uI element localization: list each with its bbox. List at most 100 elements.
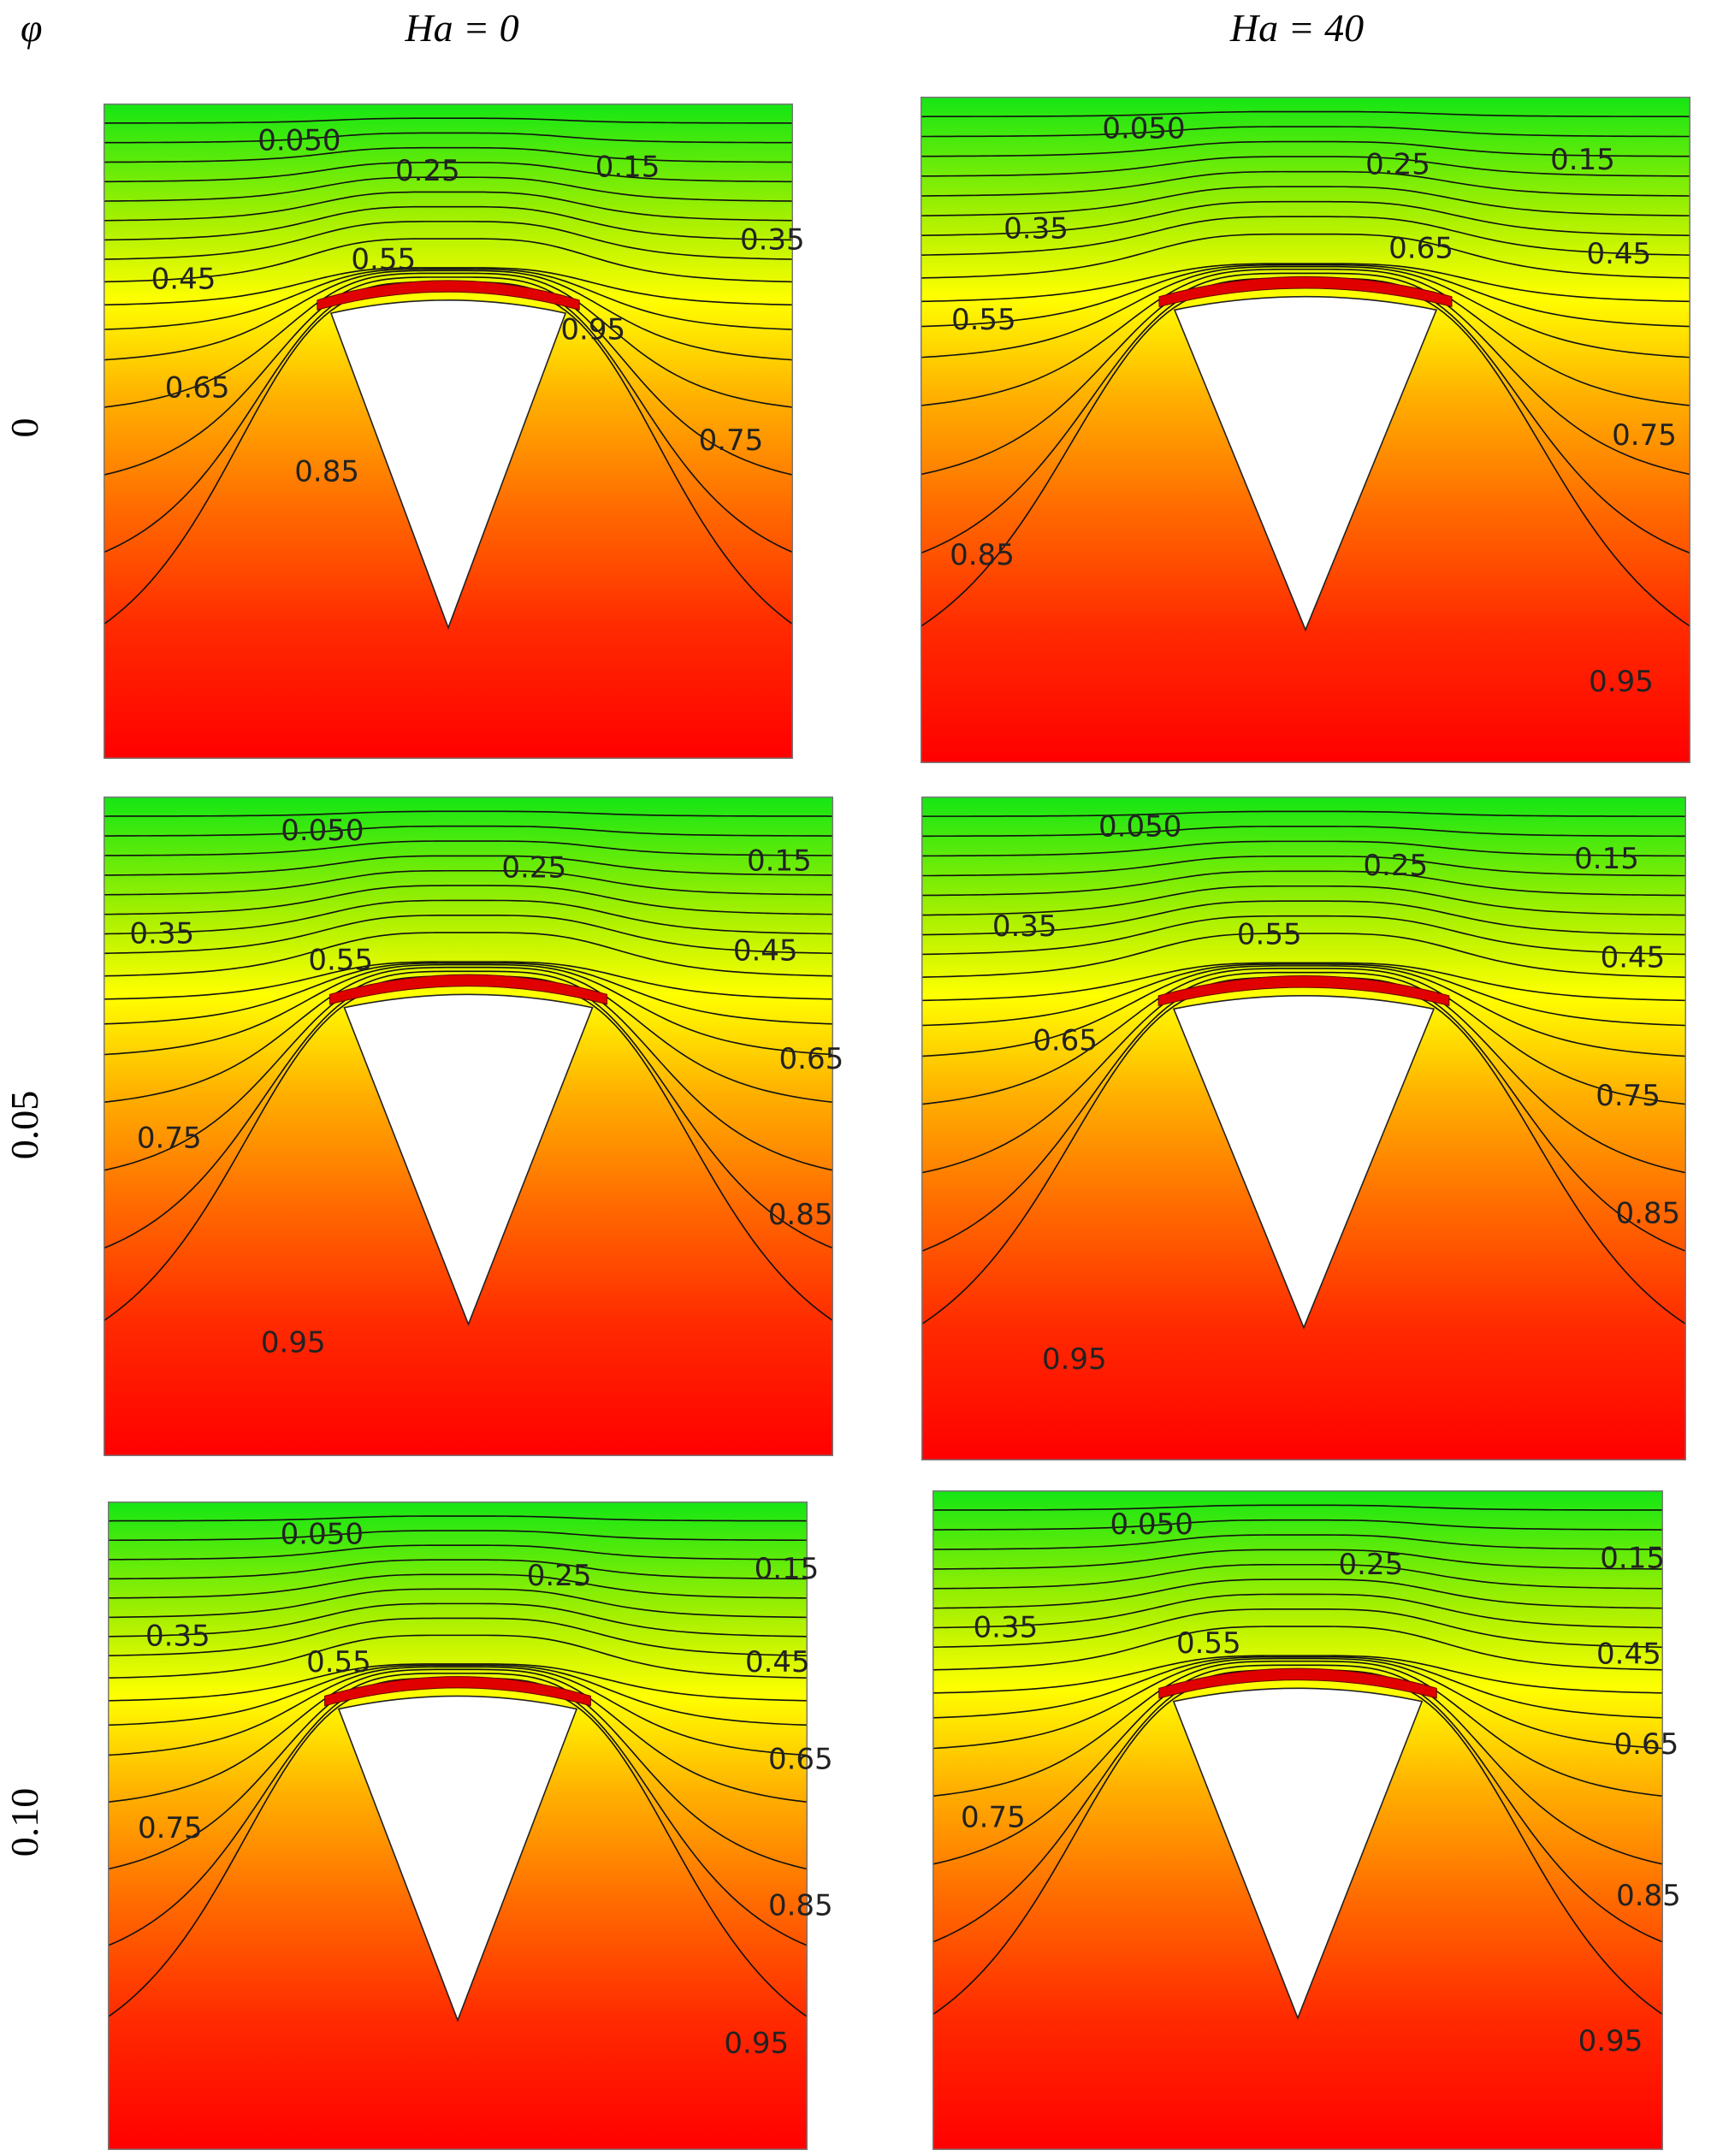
isotherm: [932, 1659, 1663, 1749]
contour-label: 0.15: [747, 844, 812, 879]
contour-label: 0.95: [560, 312, 625, 346]
contour-label: 0.25: [1365, 148, 1430, 182]
isotherm: [921, 811, 1686, 816]
contour-label: 0.75: [699, 424, 764, 458]
contour-label: 0.85: [1615, 1196, 1680, 1230]
contour-panel: 0.050 0.25 0.15 0.35 0.45 0.55 0.95 0.65 0.75 0.8…: [104, 104, 805, 759]
isotherm: [932, 1657, 1663, 1718]
isotherm: [921, 264, 1690, 301]
isotherm: [104, 933, 833, 976]
isotherm: [921, 267, 1690, 358]
isotherm: [921, 966, 1686, 1057]
isotherm: [921, 856, 1686, 876]
isotherm: [921, 112, 1690, 117]
hot-layer: [1159, 276, 1452, 306]
isotherm: [104, 962, 833, 999]
contour-label: 0.55: [1176, 1626, 1241, 1661]
hot-layer: [1158, 976, 1449, 1006]
contour-label: 0.35: [145, 1620, 210, 1654]
isotherm: [108, 1665, 808, 1725]
isotherm: [104, 118, 793, 123]
isotherm: [921, 916, 1686, 955]
contour-label: 0.55: [351, 242, 416, 276]
contour-label: 0.45: [1586, 237, 1651, 271]
contour-label: 0.45: [1596, 1637, 1661, 1671]
triangular-obstacle: [1174, 996, 1434, 1328]
panel-plot: [921, 797, 1686, 1460]
contour-label: 0.25: [395, 154, 460, 188]
contour-label: 0.95: [261, 1325, 326, 1359]
contour-panel: 0.050 0.25 0.15 0.35 0.55 0.45 0.65 0.75 0.85 0.9…: [104, 797, 844, 1456]
contour-label: 0.75: [1596, 1079, 1661, 1113]
isotherm: [108, 1667, 808, 1755]
contour-label: 0.45: [151, 262, 216, 296]
contour-label: 0.050: [1102, 111, 1185, 145]
phi-label: φ: [21, 6, 42, 50]
contour-label: 0.25: [1363, 849, 1428, 883]
contour-label: 0.35: [974, 1610, 1039, 1644]
isotherm: [921, 202, 1690, 235]
contour-label: 0.65: [165, 370, 230, 405]
isotherm: [932, 1549, 1663, 1569]
triangular-obstacle: [1174, 1688, 1422, 2018]
contour-label: 0.85: [294, 455, 359, 489]
isotherm: [104, 268, 793, 305]
isotherm: [108, 1673, 808, 1869]
isotherm: [104, 826, 833, 836]
isotherm: [104, 277, 793, 475]
isotherm: [921, 265, 1690, 327]
contour-label: 0.35: [1004, 211, 1069, 246]
contour-label: 0.050: [258, 124, 340, 158]
isotherm: [921, 968, 1686, 1105]
isotherm: [921, 886, 1686, 915]
contour-label: 0.65: [1614, 1727, 1679, 1762]
isotherm: [108, 1560, 808, 1578]
triangular-obstacle: [344, 994, 592, 1324]
contour-panel: 0.050 0.25 0.15 0.35 0.55 0.45 0.65 0.75 0.85 0.9…: [108, 1502, 833, 2150]
isotherm: [932, 1505, 1663, 1510]
isotherm: [108, 1574, 808, 1598]
hot-layer: [1159, 1668, 1437, 1698]
isotherm: [921, 273, 1690, 474]
column-header: Ha = 40: [1229, 6, 1364, 50]
panel-plot: [104, 797, 833, 1456]
contour-label: 0.25: [527, 1559, 592, 1593]
contour-label: 0.75: [137, 1121, 202, 1155]
contour-label: 0.65: [1388, 232, 1453, 266]
contour-label: 0.85: [768, 1198, 833, 1232]
isotherm: [921, 142, 1690, 157]
contour-label: 0.55: [1237, 917, 1302, 951]
isotherm: [932, 1520, 1663, 1530]
contour-label: 0.15: [1550, 143, 1615, 177]
isotherm: [104, 207, 793, 240]
contour-label: 0.050: [1110, 1507, 1193, 1542]
panel-border: [104, 797, 833, 1456]
contour-label: 0.15: [755, 1552, 820, 1586]
contour-label: 0.75: [1612, 418, 1677, 453]
contour-label: 0.95: [1042, 1342, 1107, 1377]
triangular-obstacle: [339, 1696, 577, 2020]
contour-label: 0.85: [1616, 1879, 1681, 1913]
isotherm: [921, 826, 1686, 836]
triangular-obstacle: [1175, 297, 1436, 631]
isotherm: [104, 968, 833, 1103]
isotherm: [104, 239, 793, 281]
panel-plot: [921, 97, 1690, 763]
isotherm: [104, 133, 793, 142]
contour-panel: 0.050 0.25 0.15 0.35 0.55 0.45 0.65 0.75 0.85 0.9…: [932, 1490, 1681, 2150]
isotherm: [108, 1531, 808, 1540]
hot-layer: [329, 974, 607, 1004]
triangular-obstacle: [331, 300, 565, 628]
isotherm: [921, 933, 1686, 977]
isotherm: [921, 962, 1686, 1000]
isotherm: [104, 270, 793, 359]
contour-label: 0.15: [1574, 842, 1639, 876]
contour-label: 0.95: [1578, 2024, 1643, 2058]
isotherm: [104, 811, 833, 816]
isotherm: [108, 1545, 808, 1560]
isotherm: [932, 1609, 1663, 1647]
isotherm: [921, 270, 1690, 406]
contour-label: 0.95: [724, 2027, 789, 2061]
panel-plot: [104, 104, 793, 759]
isotherm: [921, 871, 1686, 895]
